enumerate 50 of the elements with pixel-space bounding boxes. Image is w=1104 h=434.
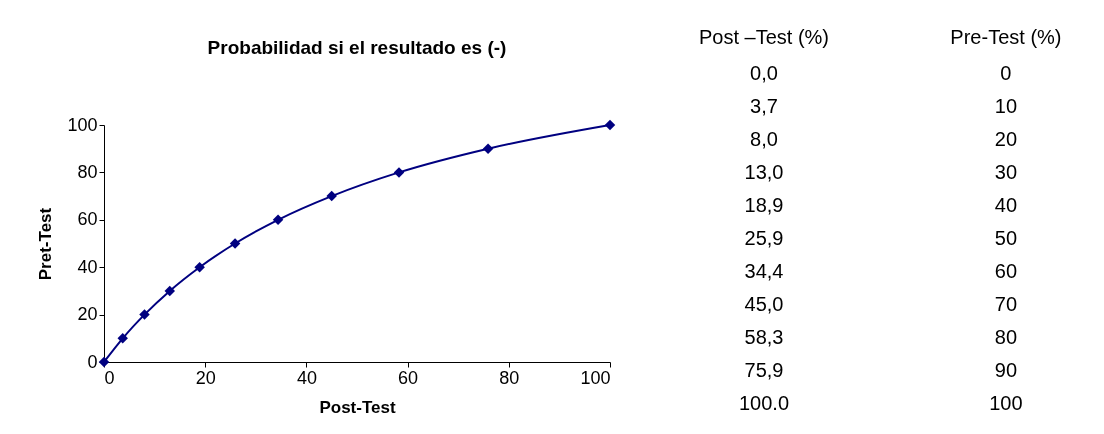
text: 50 [994,226,1018,249]
text: 80 [994,325,1018,348]
point [139,309,150,320]
x-tick-label: 80 [499,367,520,388]
point [229,238,241,249]
x-axis-title: Post-Test [319,397,396,417]
y-tick-label: 0 [87,351,98,372]
x-tick-label: 100 [580,367,611,388]
x-tick-label: 40 [296,367,317,388]
text: 10 [994,95,1018,118]
text: 0,0 [750,62,778,85]
y-tick-label: 100 [67,114,98,135]
text: 90 [994,358,1018,381]
text: 8,0 [750,128,778,151]
chart-title: Probabilidad si el resultado es (-) [207,37,507,58]
point [98,356,110,368]
y-tick-label: 80 [77,161,98,182]
y-tick-label: 40 [77,256,98,277]
text: 58,3 [744,325,784,348]
x-tick-label: 20 [195,367,216,388]
y-axis-title: Pret-Test [36,207,56,281]
text: 3,7 [750,95,778,118]
text: 45,0 [744,292,784,315]
point [482,143,494,154]
text: 40 [994,193,1018,216]
point [272,214,284,226]
point [393,167,405,178]
text: 20 [994,128,1018,151]
x-tick-label: 0 [104,367,115,388]
text: 30 [994,161,1018,184]
text: 18,9 [744,193,784,216]
point [604,119,616,131]
text: 75,9 [744,358,784,381]
text: 100.0 [738,391,790,414]
text: 25,9 [744,226,784,249]
text: 13,0 [744,161,784,184]
text: 34,4 [744,259,784,282]
text: 100 [989,391,1023,414]
point [117,333,128,344]
y-tick-label: 20 [77,304,98,325]
y-tick-label: 60 [77,209,98,230]
text: 0 [1000,62,1012,85]
text: 70 [994,292,1018,315]
x-tick-label: 60 [398,367,419,388]
point [326,190,337,202]
text: Pre-Test (%) [950,26,1062,49]
text: 60 [994,259,1018,282]
point [164,285,176,297]
text: Post –Test (%) [698,26,830,49]
point [194,261,205,273]
